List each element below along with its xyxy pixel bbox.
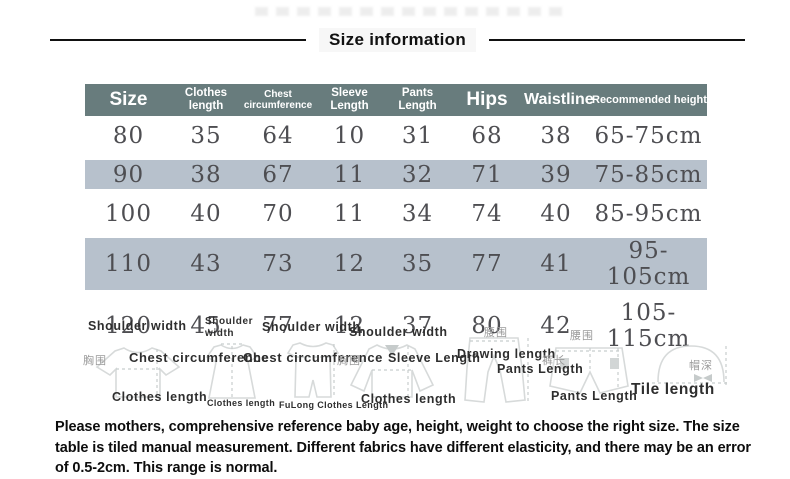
col-header-size: Size <box>85 84 172 116</box>
label-jacket-shoulder: Shoulder width <box>349 325 448 339</box>
cell-pants: 34 <box>401 200 434 227</box>
cell-waistline: 40 <box>540 200 572 227</box>
cell-hips: 77 <box>452 233 522 295</box>
table-row: 100 40 70 11 34 74 40 85-95cm <box>85 194 707 233</box>
label-romper-chest-cn: 胸围 <box>337 355 361 367</box>
col-header-chest-circumference: Chest circumference <box>240 84 316 116</box>
label-shorts-length-cn: 裤长 <box>542 355 566 367</box>
cell-pants: 37 <box>401 313 434 339</box>
label-pants-waist-cn: 腰围 <box>484 327 508 339</box>
cell-hips: 74 <box>471 200 503 227</box>
romper-diagram-icon <box>274 338 352 407</box>
label-jacket-sleeve: Sleeve Length <box>388 351 481 365</box>
col-header-pants-length: Pants Length <box>383 84 452 116</box>
cell-chest: 73 <box>240 233 316 295</box>
label-tee-shoulder: Shoulder width <box>88 319 187 333</box>
cell-chest: 77 <box>262 313 294 339</box>
table-row: 120 45 77 12 37 80 42 105-115cm <box>85 295 707 357</box>
cell-sleeve: 12 <box>333 313 366 339</box>
cell-sleeve: 11 <box>333 200 366 227</box>
label-hat-depth-cn: 帽深 <box>689 360 713 372</box>
cell-hips: 80 <box>471 313 503 339</box>
measurement-note: Please mothers, comprehensive reference … <box>55 419 751 477</box>
label-shorts-length: Pants Length <box>551 389 638 403</box>
shorts-diagram-icon <box>538 340 642 407</box>
table-header-row: Size Clothes length Chest circumference … <box>85 84 707 116</box>
cell-chest: 70 <box>262 200 294 227</box>
title-rule-right <box>489 39 745 41</box>
cell-clothes-length: 38 <box>172 155 240 194</box>
cell-height: 85-95cm <box>594 200 703 227</box>
cell-sleeve: 11 <box>316 155 383 194</box>
cell-sleeve: 12 <box>316 233 383 295</box>
watermark <box>255 7 565 16</box>
label-romper-shoulder: Shoulder width <box>262 320 361 334</box>
cell-chest: 67 <box>240 155 316 194</box>
label-hat-tile: Tile length <box>631 381 715 398</box>
cell-size: 90 <box>85 155 172 194</box>
cell-height: 75-85cm <box>590 155 707 194</box>
label-tee-chest-cn: 胸围 <box>83 355 107 367</box>
cell-height: 65-75cm <box>594 122 703 149</box>
tshirt-diagram-icon <box>93 342 183 407</box>
cell-waistline: 42 <box>540 313 572 339</box>
label-pants-length: Pants Length <box>497 362 584 376</box>
cell-size: 100 <box>105 200 152 227</box>
label-romper-chest: Chest circumference <box>243 350 384 365</box>
cell-size: 110 <box>85 233 172 295</box>
col-header-recommended-height: Recommended height <box>590 84 707 116</box>
section-title-bar: Size information <box>50 28 745 52</box>
cell-clothes-length: 43 <box>172 233 240 295</box>
table-row: 80 35 64 10 31 68 38 65-75cm <box>85 116 707 155</box>
cell-hips: 71 <box>452 155 522 194</box>
label-shorts-waist-cn: 腰围 <box>570 330 594 342</box>
col-header-hips: Hips <box>452 84 522 116</box>
col-header-waistline: Waistline <box>522 84 594 116</box>
cell-hips: 68 <box>471 122 503 149</box>
cell-height: 95-105cm <box>590 233 707 295</box>
cell-sleeve: 10 <box>333 122 366 149</box>
table-row: 90 38 67 11 32 71 39 75-85cm <box>85 155 707 194</box>
label-jacket-length: Clothes length <box>361 392 457 406</box>
col-header-sleeve-length: Sleeve Length <box>316 84 383 116</box>
label-pants-drawing: Drawing length <box>457 347 556 361</box>
col-header-clothes-length: Clothes length <box>172 84 240 116</box>
cell-waistline: 41 <box>522 233 590 295</box>
cell-size: 80 <box>112 122 145 149</box>
label-dress-length: Clothes length <box>207 398 276 408</box>
cell-waistline: 38 <box>540 122 572 149</box>
label-romper-length: FuLong Clothes Length <box>279 400 389 410</box>
cell-pants: 31 <box>401 122 434 149</box>
cell-pants: 35 <box>383 233 452 295</box>
title-rule-left <box>50 39 306 41</box>
pants-diagram-icon <box>450 328 538 413</box>
hat-diagram-icon <box>646 336 736 399</box>
jacket-diagram-icon <box>346 340 438 407</box>
label-tee-length: Clothes length <box>112 390 208 404</box>
cell-pants: 32 <box>383 155 452 194</box>
page-title: Size information <box>318 28 477 52</box>
size-table: Size Clothes length Chest circumference … <box>85 84 707 357</box>
cell-clothes-length: 35 <box>190 122 222 149</box>
dress-diagram-icon <box>197 340 267 407</box>
cell-clothes-length: 45 <box>190 313 222 339</box>
cell-clothes-length: 40 <box>190 200 222 227</box>
label-dress-shoulder: Shoulder width <box>205 316 254 339</box>
cell-size: 120 <box>105 313 152 339</box>
label-tee-chest: Chest circumference <box>129 350 270 365</box>
cell-chest: 64 <box>262 122 294 149</box>
table-row: 110 43 73 12 35 77 41 95-105cm <box>85 233 707 295</box>
cell-waistline: 39 <box>522 155 590 194</box>
